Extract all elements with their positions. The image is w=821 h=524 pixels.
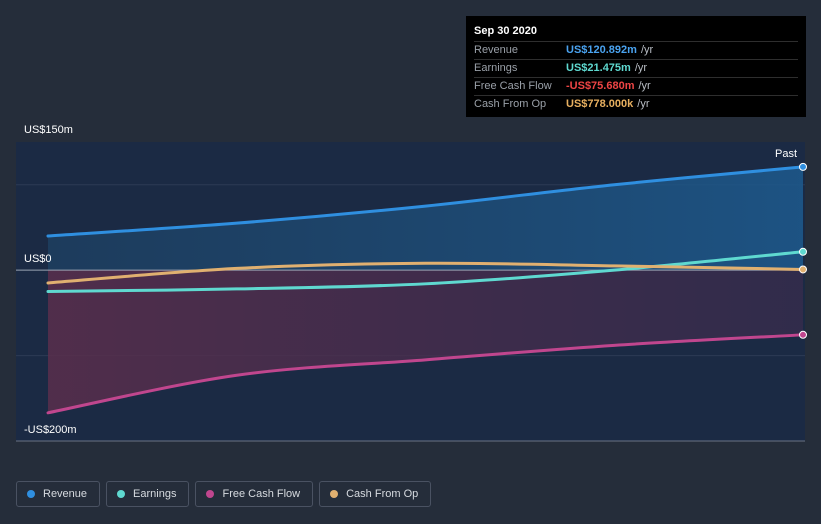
financial-chart: US$150m US$0 -US$200m Past — [16, 124, 807, 442]
tooltip-label: Earnings — [474, 62, 518, 74]
tooltip-label: Free Cash Flow — [474, 80, 552, 92]
area-fills — [48, 166, 803, 413]
data-tooltip: Sep 30 2020 Revenue US$120.892m/yr Earning… — [466, 16, 806, 117]
legend-dot-icon — [206, 490, 215, 498]
legend-label: Cash From Op — [346, 488, 419, 500]
tooltip-row: Revenue US$120.892m/yr — [474, 41, 798, 59]
tooltip-row: Free Cash Flow -US$75.680m/yr — [474, 77, 798, 95]
tooltip-row: Cash From Op US$778.000k/yr — [474, 95, 798, 113]
cash-from-op-line — [46, 261, 805, 285]
tooltip-unit: /yr — [634, 62, 648, 74]
tooltip-unit: /yr — [640, 44, 654, 56]
series-lines — [46, 165, 805, 415]
tooltip-value: US$120.892m — [566, 44, 637, 56]
legend-label: Revenue — [43, 488, 88, 500]
y-tick-label: -US$200m — [24, 424, 77, 436]
legend-item-cash-from-op[interactable]: Cash From Op — [319, 481, 432, 507]
earnings-line — [46, 250, 805, 293]
tooltip-unit: /yr — [638, 80, 651, 92]
past-label: Past — [775, 148, 797, 160]
tooltip-date: Sep 30 2020 — [474, 25, 537, 37]
chart-legend: Revenue Earnings Free Cash Flow Cash From O… — [16, 481, 432, 507]
cash-from-op-endpoint — [799, 265, 807, 274]
legend-item-free-cash-flow[interactable]: Free Cash Flow — [195, 481, 314, 507]
y-axis-labels: US$150m US$0 -US$200m — [24, 124, 77, 436]
free-cash-flow-area — [48, 270, 803, 413]
earnings-endpoint — [799, 247, 807, 256]
tooltip-label: Revenue — [474, 44, 519, 56]
legend-dot-icon — [27, 490, 35, 498]
y-tick-label: US$150m — [24, 124, 73, 136]
legend-label: Free Cash Flow — [222, 488, 301, 500]
free-cash-flow-line — [46, 333, 805, 415]
tooltip-label: Cash From Op — [474, 98, 547, 110]
revenue-area — [48, 166, 803, 271]
tooltip-value: US$21.475m — [566, 62, 631, 74]
revenue-endpoint — [799, 162, 807, 171]
legend-item-earnings[interactable]: Earnings — [106, 481, 190, 507]
tooltip-row: Earnings US$21.475m/yr — [474, 59, 798, 77]
tooltip-value: US$778.000k — [566, 98, 634, 110]
revenue-line — [46, 165, 805, 238]
tooltip-value: -US$75.680m — [566, 80, 635, 92]
free-cash-flow-endpoint — [799, 330, 807, 339]
series-endpoints — [799, 162, 807, 339]
legend-dot-icon — [117, 490, 126, 498]
tooltip-unit: /yr — [637, 98, 650, 110]
legend-item-revenue[interactable]: Revenue — [16, 481, 101, 507]
y-tick-label: US$0 — [24, 253, 52, 265]
legend-dot-icon — [330, 490, 339, 498]
legend-label: Earnings — [133, 488, 177, 500]
